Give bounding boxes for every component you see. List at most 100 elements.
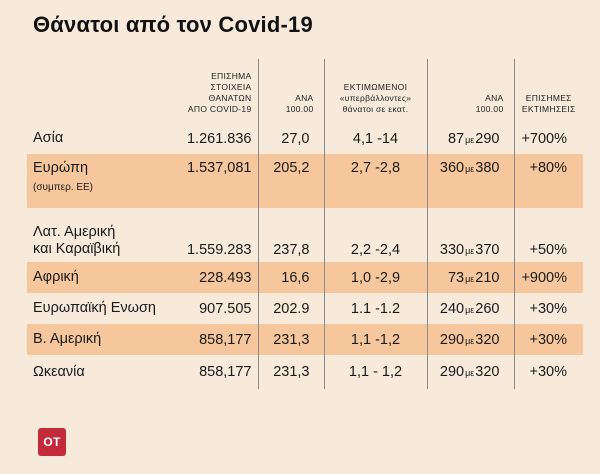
- estimates-cell: +30%: [513, 324, 583, 355]
- table-row: Αφρική 228.493 16,6 1,0 -2,9 73με210 +90…: [27, 262, 583, 293]
- range-low: 290: [439, 364, 465, 380]
- header-per-100k-excess: ΑΝΑ 100.00: [426, 59, 514, 123]
- header-excess-line1: ΕΚΤΙΜΩΜΕΝΟΙ: [343, 82, 408, 92]
- estimates-cell: +50%: [513, 208, 583, 262]
- official-deaths-cell: 1.559.283: [186, 242, 252, 258]
- header-official-line4: ΑΠΟ COVID-19: [187, 104, 252, 114]
- excess-per-100k-cell: 330με370: [426, 208, 514, 262]
- excess-deaths-cell: 1.1 -1.2: [323, 293, 427, 324]
- page-title: Θάνατοι από τον Covid-19: [33, 12, 313, 37]
- header-official-deaths: ΕΠΙΣΗΜΑ ΣΤΟΙΧΕΙΑ ΘΑΝΑΤΩΝ ΑΠΟ COVID-19: [175, 59, 258, 123]
- header-region: [27, 59, 175, 123]
- range-high: 320: [475, 331, 500, 348]
- range-connector: με: [465, 304, 475, 315]
- range-connector: με: [465, 164, 475, 174]
- region-cell: Αφρική: [27, 262, 175, 293]
- range-high: 210: [475, 269, 500, 286]
- region-cell: Ωκεανία: [27, 355, 175, 389]
- range-low: 240: [439, 300, 465, 317]
- table-row: Β. Αμερική 858,177 231,3 1,1 -1,2 290με3…: [27, 324, 583, 355]
- header-official-estimates: ΕΠΙΣΗΜΕΣ ΕΚΤΙΜΗΣΕΙΣ: [513, 59, 583, 123]
- region-cell: Λατ. Αμερική και Καραϊβική: [27, 208, 175, 262]
- header-official-line2: ΣΤΟΙΧΕΙΑ: [210, 82, 252, 92]
- range-connector: με: [465, 368, 475, 378]
- header-per-line2: 100.00: [285, 104, 314, 114]
- range-connector: με: [465, 134, 475, 145]
- per-100k-cell: 231,3: [257, 324, 324, 355]
- range-high: 320: [475, 364, 500, 380]
- region-name: Β. Αμερική: [33, 331, 102, 347]
- range-high: 290: [475, 130, 500, 147]
- header-official-line1: ΕΠΙΣΗΜΑ: [211, 71, 252, 81]
- region-name: Ευρώπη: [33, 160, 89, 176]
- range-high: 380: [475, 160, 500, 176]
- excess-per-100k-cell: 73με210: [426, 262, 514, 293]
- range-low: 290: [439, 331, 465, 348]
- region-name: Λατ. Αμερική: [33, 224, 116, 240]
- per-100k-cell: 237,8: [257, 208, 324, 262]
- range-connector: με: [465, 273, 475, 284]
- estimates-cell: +900%: [513, 262, 583, 293]
- excess-per-100k-cell: 290με320: [426, 355, 514, 389]
- region-cell: Ευρώπη (συμπερ. ΕΕ): [27, 154, 175, 208]
- official-deaths-cell: 1.261.836: [186, 130, 252, 147]
- excess-per-100k-cell: 87με290: [426, 123, 514, 154]
- table-row: Ασία 1.261.836 27,0 4,1 -14 87με290 +700…: [27, 123, 583, 154]
- excess-deaths-cell: 1,0 -2,9: [323, 262, 427, 293]
- excess-deaths-cell: 2,2 -2,4: [323, 208, 427, 262]
- excess-deaths-cell: 1,1 - 1,2: [323, 355, 427, 389]
- excess-deaths-cell: 1,1 -1,2: [323, 324, 427, 355]
- official-deaths-cell: 1.537,081: [175, 154, 258, 208]
- ot-logo: OT: [38, 428, 66, 456]
- header-per-100k-official: ΑΝΑ 100.00: [257, 59, 324, 123]
- official-deaths-cell: 858,177: [175, 324, 258, 355]
- per-100k-cell: 231,3: [257, 355, 324, 389]
- per-100k-cell: 27,0: [257, 123, 324, 154]
- official-deaths-cell: 228.493: [175, 262, 258, 293]
- header-estimates-line2: ΕΚΤΙΜΗΣΕΙΣ: [521, 104, 576, 114]
- range-connector: με: [465, 335, 475, 346]
- official-deaths-cell: 858,177: [199, 364, 252, 380]
- range-connector: με: [465, 246, 475, 256]
- table-header-row: ΕΠΙΣΗΜΑ ΣΤΟΙΧΕΙΑ ΘΑΝΑΤΩΝ ΑΠΟ COVID-19 ΑΝ…: [27, 59, 583, 123]
- range-low: 73: [447, 269, 465, 286]
- header-official-line3: ΘΑΝΑΤΩΝ: [208, 93, 252, 103]
- excess-per-100k-cell: 240με260: [426, 293, 514, 324]
- table-row: Λατ. Αμερική και Καραϊβική 1.559.283 237,…: [27, 208, 583, 262]
- region-cell: Ευρωπαϊκή Ενωση: [27, 293, 175, 324]
- region-name-line2: και Καραϊβική: [33, 241, 121, 257]
- range-low: 87: [447, 130, 465, 147]
- table-row: Ευρωπαϊκή Ενωση 907.505 202.9 1.1 -1.2 2…: [27, 293, 583, 324]
- range-low: 360: [439, 160, 465, 176]
- excess-deaths-cell: 4,1 -14: [323, 123, 427, 154]
- region-cell: Β. Αμερική: [27, 324, 175, 355]
- per-100k-cell: 202.9: [257, 293, 324, 324]
- excess-per-100k-cell: 290με320: [426, 324, 514, 355]
- header-per2-line1: ΑΝΑ: [485, 93, 504, 103]
- header-excess-deaths: ΕΚΤΙΜΩΜΕΝΟΙ «υπερβάλλοντες» θάνατοι σε ε…: [323, 59, 427, 123]
- range-high: 260: [475, 300, 500, 317]
- region-cell: Ασία: [27, 123, 175, 154]
- excess-per-100k-cell: 360με380: [426, 154, 514, 208]
- table-row: Ωκεανία 858,177 231,3 1,1 - 1,2 290με320…: [27, 355, 583, 389]
- excess-deaths-cell: 2,7 -2,8: [323, 154, 427, 208]
- region-subtitle: (συμπερ. ΕΕ): [33, 182, 94, 193]
- table-row: Ευρώπη (συμπερ. ΕΕ) 1.537,081 205,2 2,7 -…: [27, 154, 583, 208]
- official-deaths-cell: 907.505: [199, 300, 252, 317]
- header-per2-line2: 100.00: [475, 104, 504, 114]
- region-name: Ωκεανία: [33, 363, 85, 380]
- range-low: 330: [439, 242, 465, 258]
- header-per-line1: ΑΝΑ: [295, 93, 314, 103]
- estimates-cell: +30%: [513, 355, 583, 389]
- estimates-cell: +30%: [513, 293, 583, 324]
- range-high: 370: [475, 242, 500, 258]
- region-name: Ασία: [33, 130, 64, 146]
- header-estimates-line1: ΕΠΙΣΗΜΕΣ: [525, 93, 572, 103]
- header-excess-line3: θάνατοι σε εκατ.: [342, 104, 409, 114]
- estimates-cell: +700%: [513, 123, 583, 154]
- region-name: Ευρωπαϊκή Ενωση: [33, 300, 156, 316]
- deaths-table: ΕΠΙΣΗΜΑ ΣΤΟΙΧΕΙΑ ΘΑΝΑΤΩΝ ΑΠΟ COVID-19 ΑΝ…: [27, 59, 583, 389]
- per-100k-cell: 16,6: [257, 262, 324, 293]
- header-excess-line2: «υπερβάλλοντες»: [339, 93, 412, 103]
- region-name: Αφρική: [33, 269, 79, 285]
